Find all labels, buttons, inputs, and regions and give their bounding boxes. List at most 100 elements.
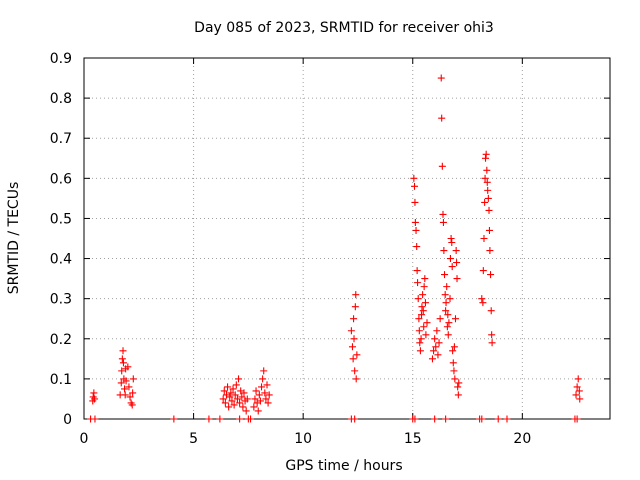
x-tick-label: 5 [189,431,198,447]
data-point [351,303,359,311]
data-point [573,383,581,391]
data-point [453,275,461,283]
y-tick-label: 0.9 [50,51,72,67]
data-point [478,295,486,303]
data-point [484,186,492,194]
data-point [240,389,248,397]
x-tick-label: 0 [80,431,89,447]
data-point [251,395,259,403]
data-point [91,415,99,423]
data-point [438,114,446,122]
data-point [445,319,453,327]
data-point [239,403,247,411]
data-point [482,150,490,158]
data-point [129,389,137,397]
data-point [351,367,359,375]
data-point [353,351,361,359]
axis-ticks [83,57,610,420]
data-point [414,295,422,303]
data-point [236,399,244,407]
data-point [487,271,495,279]
y-tick-label: 0.8 [50,91,72,107]
data-point [128,401,136,409]
data-point [221,399,229,407]
data-point [349,355,357,363]
data-point [352,375,360,383]
data-point [170,415,178,423]
data-point [442,307,450,315]
data-point [487,307,495,315]
data-point [437,74,445,82]
data-point [449,347,457,355]
data-point [439,210,447,218]
y-axis-label: SRMTID / TECUs [6,182,22,295]
data-point [232,381,240,389]
data-point [227,389,235,397]
data-point [90,389,98,397]
data-point [121,391,129,399]
data-point [411,218,419,226]
data-point [261,389,269,397]
data-point [419,307,427,315]
data-point [450,343,458,351]
data-point [576,395,584,403]
y-tick-label: 0.4 [50,252,72,268]
data-point [479,267,487,275]
data-point [220,387,228,395]
data-point [439,218,447,226]
data-point [494,415,502,423]
data-point [421,299,429,307]
data-point [118,367,126,375]
data-point [432,343,440,351]
data-point [256,397,264,405]
data-point [484,194,492,202]
data-point [573,415,581,423]
data-point [503,415,511,423]
data-point [446,295,454,303]
data-point [451,315,459,323]
data-point [446,255,454,263]
y-axis-tick-labels: 0 0.1 0.2 0.3 0.4 0.5 0.6 0.7 0.8 0.9 [50,51,72,428]
data-point [416,339,424,347]
data-point [411,198,419,206]
data-point [119,359,127,367]
data-point [455,379,463,387]
y-tick-label: 0.2 [50,332,72,348]
data-point [125,383,133,391]
data-point [448,239,456,247]
x-tick-label: 15 [404,431,422,447]
data-point [420,283,428,291]
data-point [258,383,266,391]
x-axis-tick-labels: 0 5 10 15 20 [80,431,532,447]
data-point [488,339,496,347]
data-point [119,347,127,355]
data-point [572,391,580,399]
data-point [225,403,233,411]
data-point [423,319,431,327]
data-point [483,166,491,174]
data-point [443,283,451,291]
data-point [436,315,444,323]
data-point [219,395,227,403]
y-tick-label: 0.3 [50,292,72,308]
data-point [482,154,490,162]
data-point [454,391,462,399]
data-point [129,375,137,383]
data-point [421,275,429,283]
data-point [415,327,423,335]
data-point [450,367,458,375]
data-point [412,226,420,234]
data-point [260,367,268,375]
data-point [254,407,262,415]
data-point [481,174,489,182]
data-point [122,377,130,385]
data-point [413,267,421,275]
data-point [263,381,271,389]
x-axis-label: GPS time / hours [285,458,402,474]
data-point [454,383,462,391]
data-point [451,375,459,383]
data-point [453,259,461,267]
data-point [216,415,224,423]
data-point [231,391,239,399]
data-point [352,291,360,299]
